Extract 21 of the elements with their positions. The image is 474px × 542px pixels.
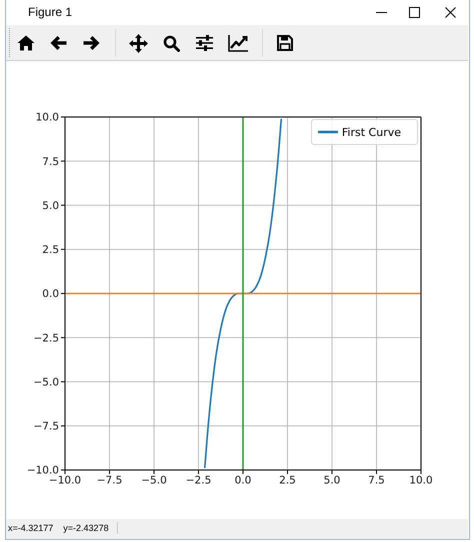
y-tick-label: 0.0	[42, 288, 59, 300]
y-tick-label: −2.5	[34, 332, 59, 344]
x-tick-label: 2.5	[279, 474, 296, 486]
x-tick-label: −2.5	[186, 474, 212, 486]
y-tick-label: −5.0	[34, 376, 59, 388]
legend-label: First Curve	[342, 126, 401, 139]
x-tick-label: 10.0	[409, 474, 433, 486]
x-tick-label: −7.5	[96, 474, 122, 486]
y-tick-label: −10.0	[26, 464, 59, 477]
text: x=-4.32177 y=-2.43278	[8, 523, 109, 533]
x-tick-label: 0.0	[234, 474, 252, 486]
y-tick-label: 5.0	[42, 200, 59, 212]
x-tick-label: 5.0	[324, 474, 340, 486]
y-tick-label: 7.5	[42, 156, 59, 168]
y-tick-label: 2.5	[42, 244, 59, 256]
y-tick-label: −7.5	[34, 420, 59, 433]
caption: Figure 1	[28, 5, 72, 19]
y-tick-label: 10.0	[36, 112, 59, 124]
x-tick-label: 7.5	[368, 474, 385, 486]
line-series	[204, 118, 282, 470]
x-tick-label: −5.0	[141, 474, 167, 486]
